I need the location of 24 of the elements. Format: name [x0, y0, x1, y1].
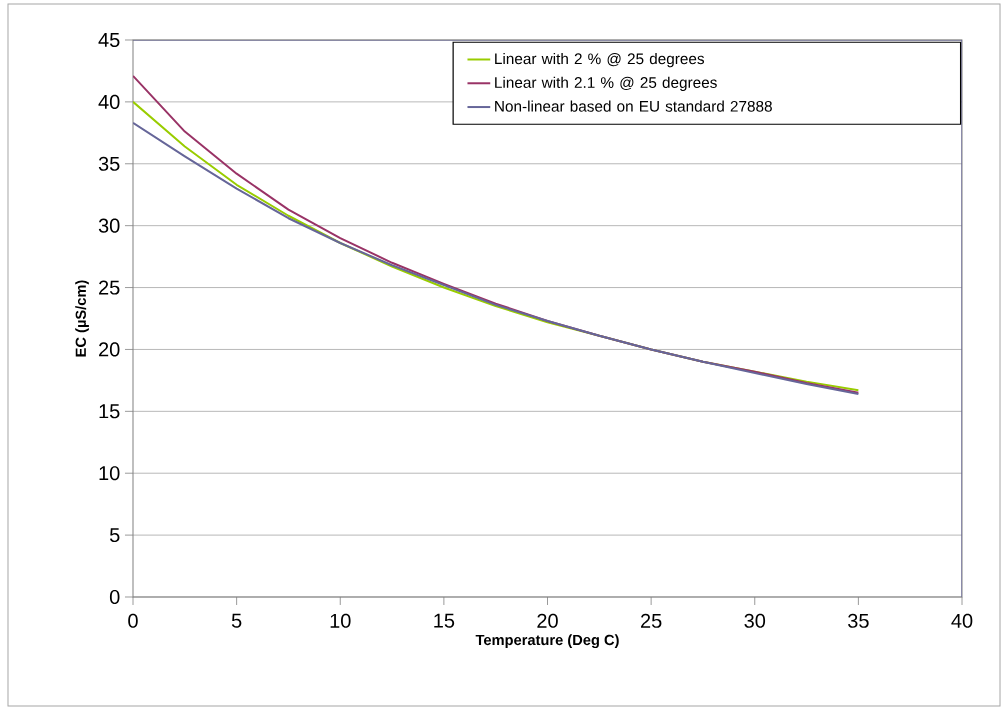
legend-label: Linear with 2 % @ 25 degrees [495, 52, 705, 68]
y-tick-label: 30 [98, 218, 120, 233]
y-tick-label: 20 [99, 342, 120, 357]
x-tick-label: 25 [641, 613, 662, 628]
x-tick-label: 40 [951, 613, 973, 628]
x-tick-label: 0 [128, 613, 138, 628]
x-tick-label: 5 [231, 613, 242, 628]
legend-label: Non-linear based on EU standard 27888 [495, 100, 772, 112]
x-tick-label: 30 [744, 613, 766, 628]
x-tick-label: 15 [434, 613, 455, 628]
x-tick-label: 20 [537, 613, 558, 628]
y-tick-label: 15 [99, 404, 120, 419]
x-tick-label: 35 [848, 613, 869, 628]
legend-label: Linear with 2.1 % @ 25 degrees [495, 76, 717, 91]
y-tick-label: 0 [109, 589, 120, 605]
y-axis-title: EC (µS/cm) [75, 280, 89, 357]
y-tick-label: 45 [98, 33, 120, 47]
x-axis-title: Temperature (Deg C) [475, 634, 619, 649]
y-tick-label: 40 [98, 94, 120, 109]
y-tick-label: 35 [98, 156, 120, 171]
y-tick-label: 5 [109, 528, 120, 543]
y-tick-label: 10 [99, 466, 120, 481]
x-tick-label: 10 [330, 613, 351, 628]
y-tick-label: 25 [99, 280, 120, 295]
